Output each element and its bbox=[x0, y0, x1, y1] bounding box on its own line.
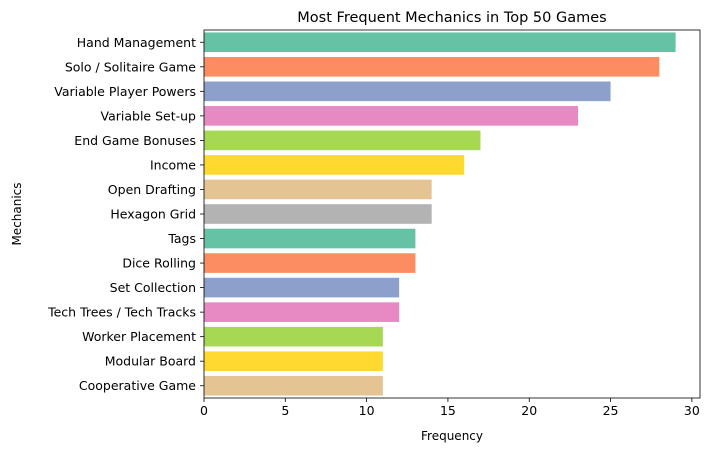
y-tick-label: Hand Management bbox=[77, 35, 196, 50]
y-tick-label: Open Drafting bbox=[108, 182, 196, 197]
y-tick-group: Hand Management Solo / Solitaire Game Vari… bbox=[47, 35, 204, 393]
bar bbox=[204, 130, 481, 151]
x-tick-label: 20 bbox=[521, 403, 537, 418]
bar bbox=[204, 81, 611, 102]
x-tick-label: 0 bbox=[200, 403, 208, 418]
bar bbox=[204, 155, 465, 175]
y-tick-label: Modular Board bbox=[105, 354, 196, 369]
bar bbox=[204, 179, 432, 200]
bar bbox=[204, 56, 660, 77]
x-tick-label: 30 bbox=[684, 403, 700, 418]
y-tick-label: Tech Trees / Tech Tracks bbox=[47, 305, 196, 320]
y-tick-label: Worker Placement bbox=[82, 329, 196, 344]
y-tick-label: Hexagon Grid bbox=[110, 207, 196, 222]
chart-title: Most Frequent Mechanics in Top 50 Games bbox=[297, 10, 606, 26]
y-tick-label: Variable Set-up bbox=[101, 108, 197, 123]
x-tick-label: 25 bbox=[603, 403, 619, 418]
x-tick-label: 10 bbox=[359, 403, 375, 418]
bar bbox=[204, 228, 416, 249]
y-tick-label: Dice Rolling bbox=[122, 256, 196, 271]
y-tick-label: Tags bbox=[167, 231, 196, 246]
bar bbox=[204, 302, 400, 322]
plot-frame bbox=[203, 29, 701, 399]
bar bbox=[204, 351, 383, 372]
bar bbox=[204, 253, 416, 273]
bar bbox=[204, 204, 432, 224]
bar bbox=[204, 32, 676, 53]
bar bbox=[204, 277, 400, 298]
x-tick-label: 5 bbox=[281, 403, 289, 418]
bar bbox=[204, 326, 383, 347]
x-tick-label: 15 bbox=[440, 403, 456, 418]
y-tick-label: End Game Bonuses bbox=[74, 133, 196, 148]
x-tick-group: 0 5 10 15 20 25 30 bbox=[200, 398, 700, 418]
x-axis-label: Frequency bbox=[421, 429, 483, 443]
bar bbox=[204, 106, 579, 126]
bar bbox=[204, 375, 383, 396]
y-tick-label: Variable Player Powers bbox=[54, 84, 196, 99]
y-tick-label: Solo / Solitaire Game bbox=[65, 59, 196, 74]
y-tick-label: Cooperative Game bbox=[79, 378, 196, 393]
y-tick-label: Set Collection bbox=[110, 280, 196, 295]
bars-group bbox=[204, 32, 676, 396]
y-axis-label: Mechanics bbox=[10, 182, 24, 245]
y-tick-label: Income bbox=[150, 157, 196, 172]
